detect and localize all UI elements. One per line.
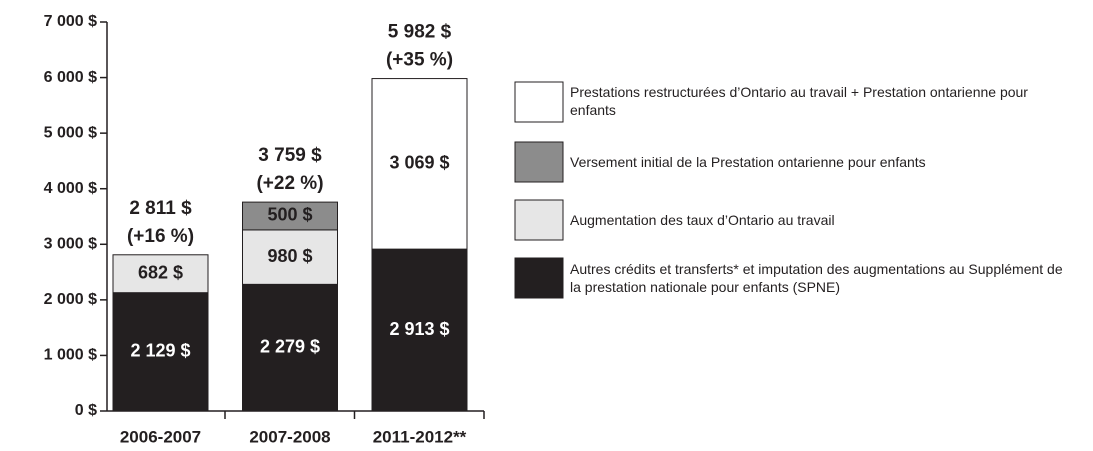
- y-tick-label: 6 000 $: [44, 69, 97, 86]
- total-label: 2 811 $: [129, 198, 192, 219]
- value-label: 2 129 $: [130, 341, 190, 361]
- value-label: 500 $: [267, 205, 312, 225]
- bar-segment: [242, 283, 338, 412]
- x-tick-label: 2011-2012**: [373, 427, 467, 446]
- change-label: (+16 %): [127, 226, 194, 247]
- legend-swatch: [514, 257, 564, 299]
- bar-segment: [371, 78, 468, 250]
- x-tick-label: 2007-2008: [249, 427, 330, 446]
- bar-segment: [112, 292, 209, 412]
- y-tick-label: 2 000 $: [44, 291, 97, 308]
- legend-label: Augmentation des taux d’Ontario au trava…: [570, 212, 835, 228]
- bar-segment: [242, 201, 338, 231]
- legend-swatch: [514, 81, 564, 123]
- y-tick-label: 0 $: [75, 402, 97, 419]
- bar-segment: [112, 254, 209, 294]
- value-label: 3 069 $: [389, 153, 449, 173]
- change-label: (+35 %): [386, 50, 453, 71]
- legend-swatch: [514, 141, 564, 183]
- legend-label: Prestations restructurées d’Ontario au t…: [570, 84, 1028, 118]
- y-tick-label: 1 000 $: [44, 347, 97, 364]
- legend-label: Autres crédits et transferts* et imputat…: [570, 261, 1063, 295]
- y-tick-label: 7 000 $: [44, 13, 97, 30]
- legend-label: Versement initial de la Prestation ontar…: [570, 154, 926, 170]
- total-label: 3 759 $: [258, 145, 322, 166]
- y-tick-label: 4 000 $: [44, 180, 97, 197]
- legend-swatch: [514, 199, 564, 241]
- value-label: 682 $: [138, 262, 183, 282]
- total-label: 5 982 $: [388, 22, 452, 43]
- value-label: 980 $: [267, 246, 312, 266]
- x-tick-label: 2006-2007: [120, 427, 201, 446]
- change-label: (+22 %): [256, 173, 323, 194]
- y-tick-label: 5 000 $: [44, 124, 97, 141]
- value-label: 2 913 $: [389, 319, 449, 339]
- bar-segment: [371, 248, 468, 412]
- bar-segment: [242, 229, 338, 285]
- value-label: 2 279 $: [260, 336, 320, 356]
- y-tick-label: 3 000 $: [44, 236, 97, 253]
